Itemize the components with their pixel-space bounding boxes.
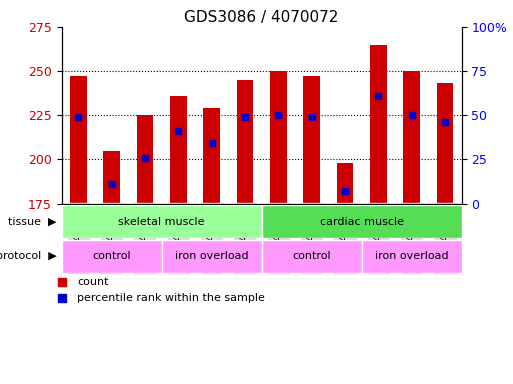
Bar (136, 115, 153, 204)
Text: GDS3086 / 4070072: GDS3086 / 4070072 (185, 10, 339, 25)
Text: count: count (77, 277, 108, 287)
Text: percentile rank within the sample: percentile rank within the sample (77, 293, 265, 303)
Bar (437, 83, 453, 204)
Bar (403, 71, 420, 204)
Text: control: control (292, 251, 331, 262)
FancyBboxPatch shape (62, 240, 162, 273)
Bar (236, 80, 253, 204)
Text: tissue  ▶: tissue ▶ (8, 217, 56, 227)
Text: protocol  ▶: protocol ▶ (0, 251, 56, 262)
Bar (370, 45, 387, 204)
Bar (170, 96, 187, 204)
FancyBboxPatch shape (262, 205, 462, 238)
FancyBboxPatch shape (62, 205, 262, 238)
FancyBboxPatch shape (262, 240, 362, 273)
Bar (303, 76, 320, 204)
FancyBboxPatch shape (362, 240, 462, 273)
Text: iron overload: iron overload (375, 251, 448, 262)
Text: cardiac muscle: cardiac muscle (320, 217, 404, 227)
Text: control: control (92, 251, 131, 262)
Bar (337, 163, 353, 204)
Bar (103, 151, 120, 204)
Bar (270, 71, 287, 204)
Bar (70, 76, 87, 204)
Bar (203, 108, 220, 204)
Text: skeletal muscle: skeletal muscle (119, 217, 205, 227)
Text: iron overload: iron overload (175, 251, 248, 262)
FancyBboxPatch shape (162, 240, 262, 273)
